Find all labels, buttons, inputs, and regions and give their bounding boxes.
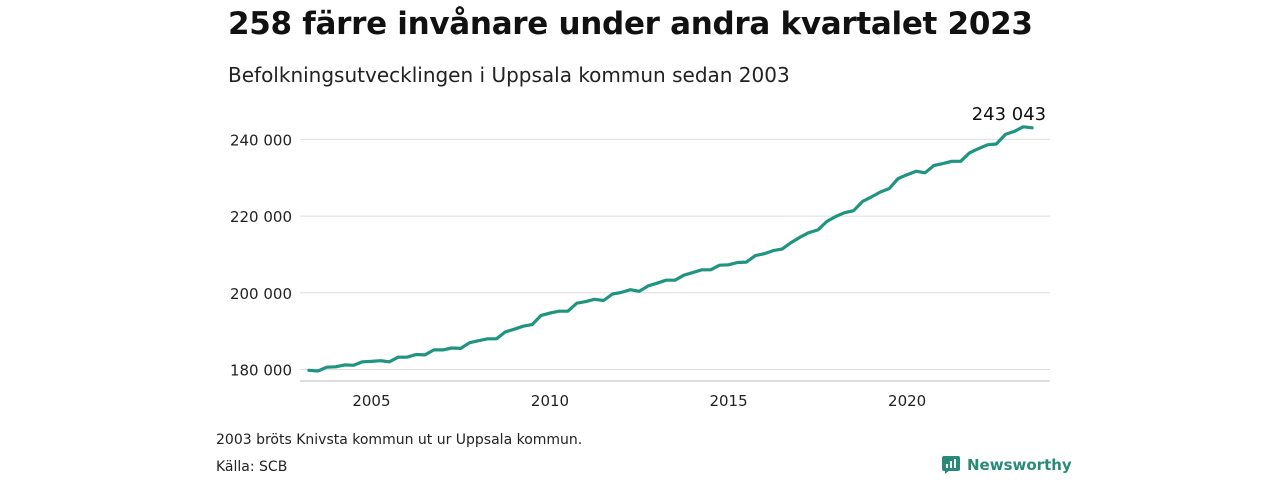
y-axis-tick-labels: 180 000 200 000 220 000 240 000: [230, 131, 292, 379]
x-axis-tick-labels: 2005 2010 2015 2020: [352, 392, 926, 410]
chart-title: 258 färre invånare under andra kvartalet…: [228, 6, 1033, 42]
source-note: Källa: SCB: [216, 459, 288, 475]
x-tick-label: 2010: [531, 392, 569, 410]
x-tick-label: 2005: [352, 392, 390, 410]
brand-logo[interactable]: Newsworthy: [942, 456, 1072, 474]
brand-name: Newsworthy: [967, 456, 1072, 474]
y-tick-label: 200 000: [230, 285, 292, 303]
y-tick-label: 220 000: [230, 208, 292, 226]
chart-subtitle: Befolkningsutvecklingen i Uppsala kommun…: [228, 63, 790, 87]
y-tick-label: 240 000: [230, 131, 292, 149]
population-series-line: [307, 125, 1034, 373]
footnote: 2003 bröts Knivsta kommun ut ur Uppsala …: [216, 432, 583, 448]
grid-lines: [300, 138, 1050, 382]
x-tick-label: 2020: [888, 392, 926, 410]
y-tick-label: 180 000: [230, 361, 292, 379]
series-group: [307, 125, 1034, 373]
end-value-label: 243 043: [972, 104, 1046, 125]
x-tick-label: 2015: [709, 392, 747, 410]
data-labels: 243 043: [972, 104, 1046, 125]
chart-bubble-icon: [942, 456, 960, 474]
